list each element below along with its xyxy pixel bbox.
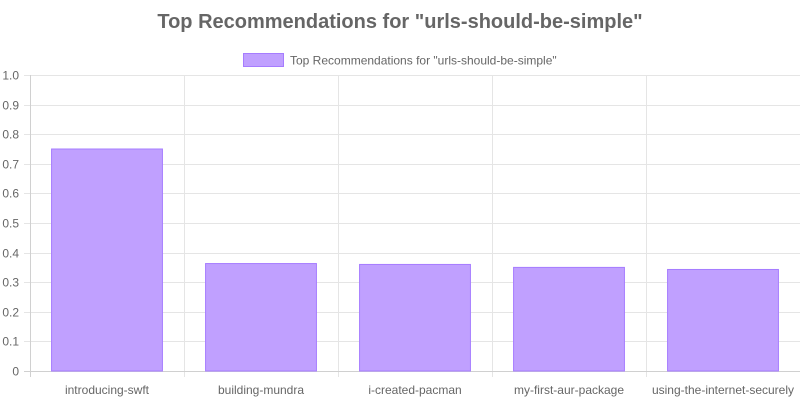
x-tick-label: i-created-pacman [368,383,461,397]
y-tick-label: 0.7 [2,158,19,172]
bar[interactable] [51,148,163,372]
bar[interactable] [359,263,471,372]
x-tick-label: using-the-internet-securely [652,383,794,397]
y-tick-label: 0.5 [2,217,19,231]
y-tick-label: 0.6 [2,187,19,201]
y-tick-label: 0 [12,365,19,379]
y-tick-label: 0.4 [2,247,19,261]
legend-swatch[interactable] [243,53,284,67]
x-axis-ticks: introducing-swft building-mundra i-created… [65,383,794,397]
bars [51,148,779,372]
legend-label[interactable]: Top Recommendations for "urls-should-be-… [290,54,557,68]
x-tick-label: building-mundra [218,383,304,397]
x-tick-label: my-first-aur-package [514,383,624,397]
x-tick-label: introducing-swft [65,383,150,397]
bar[interactable] [667,268,779,372]
y-tick-label: 1.0 [2,69,19,83]
y-axis-ticks: 0 0.1 0.2 0.3 0.4 0.5 0.6 0.7 0.8 0.9 1.0 [2,69,19,379]
y-tick-label: 0.8 [2,128,19,142]
bar[interactable] [205,263,317,372]
y-tick-label: 0.9 [2,99,19,113]
bar[interactable] [513,266,625,372]
y-tick-label: 0.1 [2,335,19,349]
chart-title: Top Recommendations for "urls-should-be-… [157,11,642,33]
legend[interactable]: Top Recommendations for "urls-should-be-… [243,53,557,68]
y-tick-label: 0.3 [2,276,19,290]
y-tick-label: 0.2 [2,306,19,320]
